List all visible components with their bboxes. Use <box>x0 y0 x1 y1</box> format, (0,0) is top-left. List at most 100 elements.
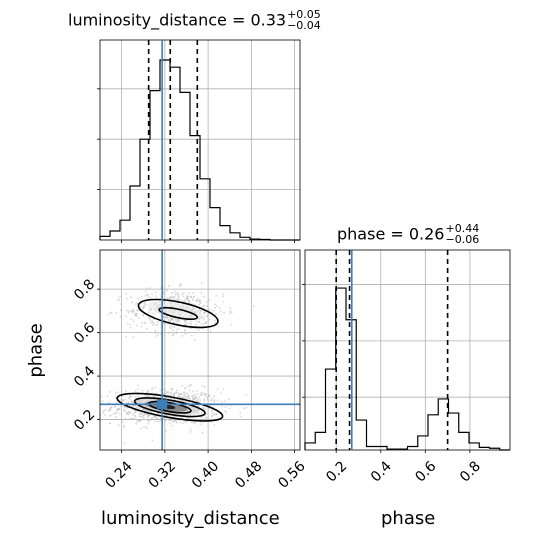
scatter-point <box>131 311 134 314</box>
scatter-point <box>173 331 176 334</box>
scatter-point <box>102 411 105 414</box>
scatter-point <box>169 297 172 299</box>
scatter-point <box>107 313 110 315</box>
scatter-point <box>124 406 126 409</box>
y-axis-label-phase: phase <box>25 323 47 378</box>
scatter-point <box>137 395 140 398</box>
scatter-point <box>107 409 110 412</box>
right-hist-title: phase = 0.26 +0.44 −0.06 <box>337 222 480 246</box>
scatter-point <box>140 322 143 325</box>
scatter-point <box>212 309 215 312</box>
scatter-point <box>203 399 206 402</box>
scatter-point <box>147 295 150 298</box>
scatter-point <box>122 405 125 407</box>
right-hist-title-sup: +0.44 <box>445 222 480 235</box>
scatter-point <box>136 421 139 423</box>
scatter-point <box>117 299 120 302</box>
scatter-point <box>203 392 205 395</box>
scatter-point <box>225 411 228 414</box>
scatter-point <box>170 292 173 294</box>
scatter-point <box>210 409 213 412</box>
scatter-point <box>186 394 189 397</box>
scatter-point <box>167 419 170 422</box>
scatter-point <box>177 298 179 301</box>
scatter-point <box>214 321 217 324</box>
scatter-point <box>130 417 133 420</box>
scatter-point <box>176 395 179 398</box>
scatter-point <box>175 331 178 333</box>
scatter-point <box>191 298 194 301</box>
scatter-point <box>144 409 147 412</box>
scatter-point <box>155 291 157 294</box>
scatter-point <box>201 385 204 387</box>
scatter-point <box>169 422 172 425</box>
scatter-point <box>139 419 141 422</box>
scatter-point <box>227 398 230 401</box>
scatter-point <box>150 297 153 300</box>
scatter-point <box>151 321 154 324</box>
scatter-point <box>172 420 175 423</box>
scatter-point <box>132 336 135 339</box>
scatter-point <box>230 404 233 407</box>
scatter-point <box>208 407 210 410</box>
scatter-point <box>177 392 180 395</box>
scatter-point <box>126 297 129 300</box>
scatter-point <box>130 400 133 403</box>
scatter-point <box>145 327 148 330</box>
scatter-point <box>119 309 122 312</box>
scatter-point <box>219 310 222 312</box>
scatter-point <box>173 393 175 396</box>
scatter-point <box>176 322 178 325</box>
scatter-xtick-label: 0.24 <box>102 458 135 491</box>
scatter-point <box>189 430 192 433</box>
scatter-point <box>131 301 134 304</box>
scatter-point <box>197 404 200 407</box>
scatter-point <box>214 303 217 306</box>
scatter-point <box>128 310 130 312</box>
scatter-point <box>204 322 207 325</box>
top-hist-title: luminosity_distance = 0.33 +0.05 −0.04 <box>68 9 321 32</box>
scatter-point <box>104 409 107 411</box>
scatter-point <box>222 300 225 303</box>
scatter-ytick-label: 0.4 <box>71 363 98 390</box>
scatter-point <box>182 292 185 295</box>
scatter-point <box>198 321 200 324</box>
scatter-point <box>157 333 160 336</box>
scatter-point <box>146 293 149 296</box>
scatter-point <box>134 390 137 392</box>
scatter-point <box>163 329 166 331</box>
scatter-point <box>134 411 137 414</box>
scatter-point <box>205 392 208 395</box>
scatter-point <box>125 411 128 414</box>
scatter-point <box>125 315 127 318</box>
scatter-point <box>124 398 127 401</box>
scatter-point <box>179 282 182 285</box>
scatter-point <box>198 396 201 399</box>
scatter-point <box>139 306 142 309</box>
scatter-truth-marker <box>157 399 168 410</box>
scatter-point <box>170 424 173 427</box>
scatter-point <box>187 396 190 399</box>
scatter-xtick-label: 0.32 <box>146 458 179 491</box>
scatter-point <box>140 325 143 328</box>
scatter-point <box>209 399 212 402</box>
scatter-point <box>120 405 122 408</box>
scatter-point <box>150 321 152 324</box>
scatter-point <box>222 388 225 390</box>
scatter-point <box>138 407 141 410</box>
scatter-point <box>178 319 181 322</box>
scatter-point <box>157 417 159 420</box>
scatter-point <box>215 413 218 416</box>
scatter-point <box>190 384 192 386</box>
scatter-point <box>170 318 173 321</box>
scatter-point <box>187 295 189 298</box>
scatter-point <box>137 317 140 320</box>
scatter-point <box>228 312 231 315</box>
scatter-point <box>118 408 121 410</box>
scatter-point <box>196 320 198 323</box>
scatter-point <box>166 289 169 292</box>
scatter-point <box>143 303 146 305</box>
scatter-point <box>155 332 157 334</box>
scatter-point <box>151 293 153 296</box>
scatter-point <box>190 334 193 337</box>
